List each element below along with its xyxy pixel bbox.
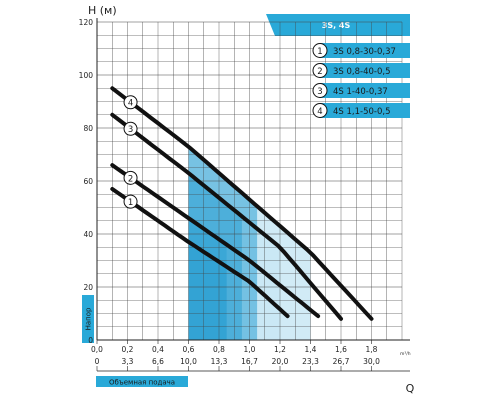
y-axis-title: H (м) — [88, 4, 117, 17]
y-tick-label: 40 — [83, 230, 93, 239]
y-axis-caption: Напор — [85, 307, 93, 330]
legend-label-4: 4S 1,1-50-0,5 — [333, 107, 391, 117]
x-tick-label-bottom: 23,3 — [302, 357, 319, 366]
x-tick-label-bottom: 10,0 — [180, 357, 197, 366]
x-tick-label-bottom: 3,3 — [122, 357, 134, 366]
x-tick-label-top: 0,0 — [91, 345, 103, 354]
legend-number-2: 2 — [317, 67, 322, 77]
legend-number-1: 1 — [317, 47, 322, 57]
legend-number-circle-2 — [312, 63, 328, 78]
curve-marker-4 — [123, 95, 138, 110]
y-tick-label: 120 — [79, 18, 94, 27]
legend-number-4: 4 — [317, 107, 322, 117]
x-tick-label-bottom: 6,6 — [152, 357, 164, 366]
x-tick-labels-top: 0,0 0,2 0,4 0,6 0,8 1,0 1,2 1,4 1,6 1,8 — [91, 345, 378, 354]
band-dark-1 — [188, 241, 227, 340]
legend-bar-4 — [320, 103, 410, 118]
x-tick-label-bottom: 30,0 — [363, 357, 380, 366]
x-tick-label-bottom: 16,7 — [241, 357, 258, 366]
x-tick-label-top: 1,4 — [305, 345, 317, 354]
legend-bar-2 — [320, 63, 410, 78]
x-axis-caption: Объемная подача — [109, 379, 175, 387]
y-tick-label: 20 — [83, 283, 93, 292]
x-tick-label-top: 1,0 — [244, 345, 256, 354]
x-tick-labels-bottom: 0 3,3 6,6 10,0 13,3 16,7 20,0 23,3 26,7 30,0 — [95, 357, 380, 366]
x-tick-label-top: 1,8 — [366, 345, 378, 354]
x-tick-label-bottom: 20,0 — [272, 357, 289, 366]
curve-marker-label-2: 2 — [128, 174, 133, 184]
legend: 1 3S 0,8-30-0,37 2 3S 0,8-40-0,5 3 4S 1-40-0,… — [312, 43, 410, 118]
curve-marker-label-1: 1 — [128, 198, 133, 208]
x-tick-label-top: 0,8 — [213, 345, 225, 354]
y-tick-labels: 0 20 40 60 80 100 120 — [79, 18, 94, 345]
curve-4 — [110, 86, 374, 321]
curve-2 — [110, 163, 321, 319]
legend-label-2: 3S 0,8-40-0,5 — [333, 67, 391, 77]
curve-marker-label-4: 4 — [128, 99, 133, 109]
x-unit-label: m³/h — [400, 351, 411, 357]
y-caption-pill — [82, 295, 94, 343]
x-tick-label-top: 0,4 — [152, 345, 164, 354]
x-tick-label-bottom: 13,3 — [211, 357, 228, 366]
legend-label-1: 3S 0,8-30-0,37 — [333, 47, 396, 57]
legend-number-circle-4 — [312, 103, 328, 118]
legend-number-circle-1 — [312, 43, 328, 58]
header-tag-shape — [266, 14, 410, 36]
x-tick-label-bottom: 26,7 — [333, 357, 350, 366]
y-tick-label: 80 — [83, 124, 93, 133]
curve-marker-1 — [123, 194, 138, 209]
header-tag-text: 3S, 4S — [322, 21, 351, 30]
x-axis-title: Q — [406, 382, 415, 395]
y-tick-label: 0 — [88, 336, 93, 345]
y-tick-label: 60 — [83, 177, 93, 186]
y-tick-label: 100 — [79, 71, 94, 80]
legend-bar-3 — [320, 83, 410, 98]
x-tick-label-top: 0,6 — [183, 345, 195, 354]
x-tick-label-top: 0,2 — [122, 345, 134, 354]
curve-marker-2 — [123, 170, 138, 185]
x-tick-label-bottom: 0 — [95, 357, 100, 366]
performance-curves: 1 2 3 4 — [110, 86, 374, 321]
curve-marker-3 — [123, 121, 138, 136]
legend-number-3: 3 — [317, 87, 322, 97]
curve-3 — [110, 112, 343, 321]
x-tick-label-top: 1,2 — [274, 345, 286, 354]
grid-lines — [96, 21, 403, 341]
x-caption-pill — [96, 376, 188, 387]
legend-label-3: 4S 1-40-0,37 — [333, 87, 388, 97]
curve-1 — [110, 187, 290, 319]
legend-number-circle-3 — [312, 83, 328, 98]
x-tick-label-top: 1,6 — [335, 345, 347, 354]
curve-marker-label-3: 3 — [128, 125, 133, 135]
legend-bar-1 — [320, 43, 410, 58]
axes — [96, 18, 410, 372]
